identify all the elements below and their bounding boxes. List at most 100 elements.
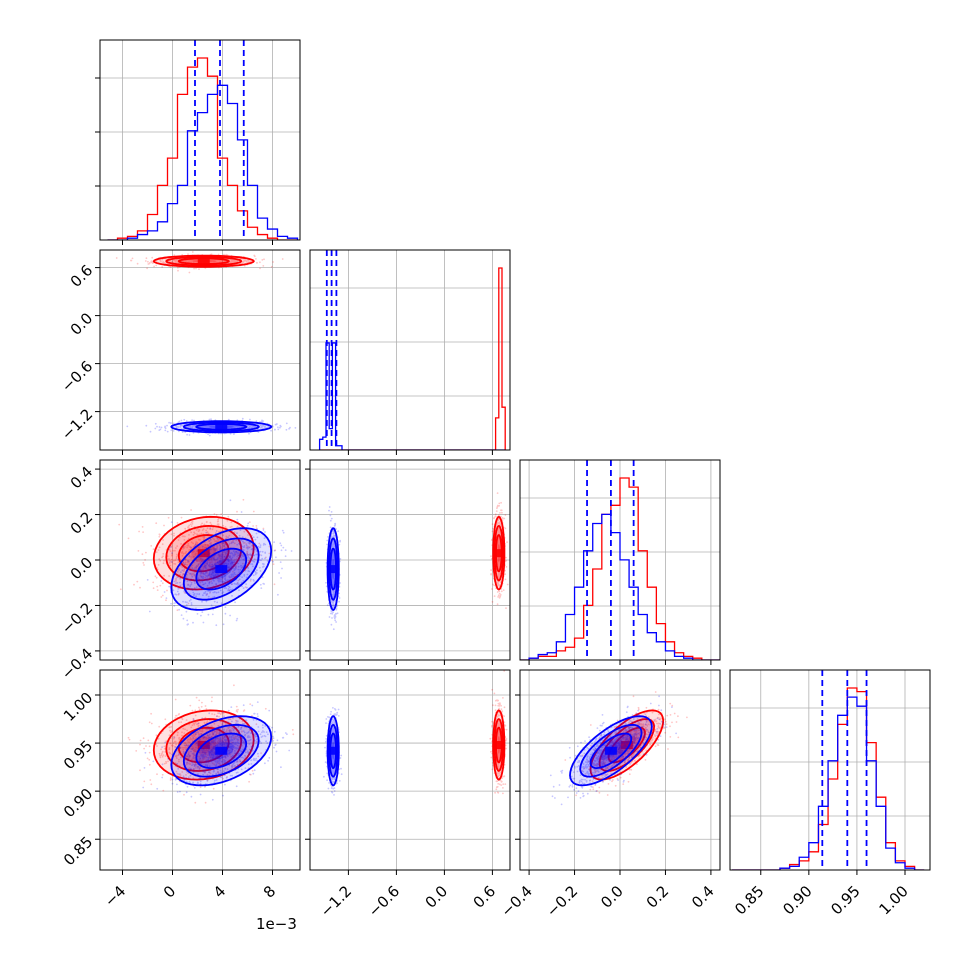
sample-point <box>195 259 198 262</box>
sample-point <box>139 586 141 589</box>
sample-point <box>211 696 213 699</box>
sample-point <box>231 556 234 559</box>
sample-point <box>224 612 227 615</box>
sample-point <box>498 558 501 561</box>
sample-point <box>163 747 166 750</box>
sample-point <box>220 580 222 583</box>
sample-point <box>240 581 243 584</box>
sample-point <box>331 554 334 557</box>
sample-point <box>333 557 335 560</box>
sample-point <box>160 426 163 429</box>
sample-point <box>235 550 238 553</box>
sample-point <box>209 260 212 263</box>
sample-point <box>179 584 182 587</box>
sample-point <box>497 573 500 575</box>
sample-point <box>201 426 204 428</box>
sample-point <box>498 563 500 566</box>
sample-point <box>175 557 178 560</box>
sample-point <box>264 557 266 560</box>
sample-point <box>251 559 253 562</box>
sample-point <box>329 519 332 522</box>
sample-point <box>182 753 185 755</box>
sample-point <box>333 544 335 546</box>
sample-point <box>498 557 501 560</box>
sample-point <box>332 576 335 579</box>
sample-point <box>264 531 266 533</box>
sample-point <box>166 589 168 592</box>
sample-point <box>213 261 216 264</box>
sample-point <box>498 573 500 576</box>
sample-point <box>262 563 265 565</box>
sample-point <box>199 572 202 575</box>
sample-point <box>182 260 185 263</box>
sample-point <box>224 586 226 589</box>
sample-point <box>499 547 501 550</box>
sample-point <box>220 553 223 556</box>
sample-point <box>334 615 337 618</box>
sample-point <box>204 752 206 755</box>
sample-point <box>498 530 501 533</box>
sample-point <box>206 584 209 587</box>
sample-point <box>189 585 192 588</box>
sample-point <box>499 512 501 514</box>
sample-point <box>210 425 213 428</box>
sample-point <box>204 543 207 546</box>
sample-point <box>201 425 203 428</box>
sample-point <box>261 259 264 261</box>
sample-point <box>217 579 220 582</box>
sample-point <box>222 623 225 626</box>
sample-point <box>209 425 212 428</box>
sample-point <box>241 417 244 420</box>
sample-point <box>214 260 216 262</box>
sample-point <box>212 537 214 539</box>
sample-point <box>252 549 255 552</box>
sample-point <box>500 509 503 512</box>
sample-point <box>240 425 243 428</box>
sample-point <box>170 561 173 563</box>
sample-point <box>143 564 145 566</box>
sample-point <box>175 757 178 759</box>
sample-point <box>230 756 233 758</box>
sample-point <box>238 554 241 557</box>
sample-point <box>328 616 331 618</box>
sample-point <box>333 614 336 617</box>
sample-point <box>188 434 191 436</box>
sample-point <box>209 743 212 745</box>
sample-point <box>332 563 334 566</box>
sample-point <box>162 261 165 263</box>
sample-point <box>333 591 335 594</box>
sample-point <box>200 532 203 535</box>
sample-point <box>236 573 239 576</box>
sample-point <box>210 425 213 428</box>
sample-point <box>208 581 211 583</box>
sample-point <box>222 534 225 537</box>
sample-point <box>170 558 173 561</box>
sample-point <box>218 554 221 557</box>
sample-point <box>233 561 236 564</box>
sample-point <box>257 545 260 548</box>
sample-point <box>250 537 253 540</box>
sample-point <box>242 565 245 568</box>
sample-point <box>332 628 335 631</box>
sample-point <box>338 600 340 603</box>
sample-point <box>260 554 263 557</box>
sample-point <box>260 587 263 589</box>
sample-point <box>242 710 245 712</box>
sample-point <box>175 577 178 580</box>
sample-point <box>183 543 186 546</box>
sample-point <box>224 578 227 581</box>
sample-point <box>172 430 175 432</box>
sample-point <box>200 569 202 571</box>
sample-point <box>335 612 338 615</box>
sample-point <box>206 544 209 546</box>
sample-point <box>262 582 265 585</box>
sample-point <box>229 555 232 558</box>
sample-point <box>227 560 230 562</box>
sample-point <box>207 551 210 553</box>
sample-point <box>248 570 251 573</box>
density-peak-red <box>197 257 210 266</box>
sample-point <box>243 545 246 547</box>
sample-point <box>249 425 251 428</box>
sample-point <box>247 556 249 559</box>
sample-point <box>501 511 503 514</box>
